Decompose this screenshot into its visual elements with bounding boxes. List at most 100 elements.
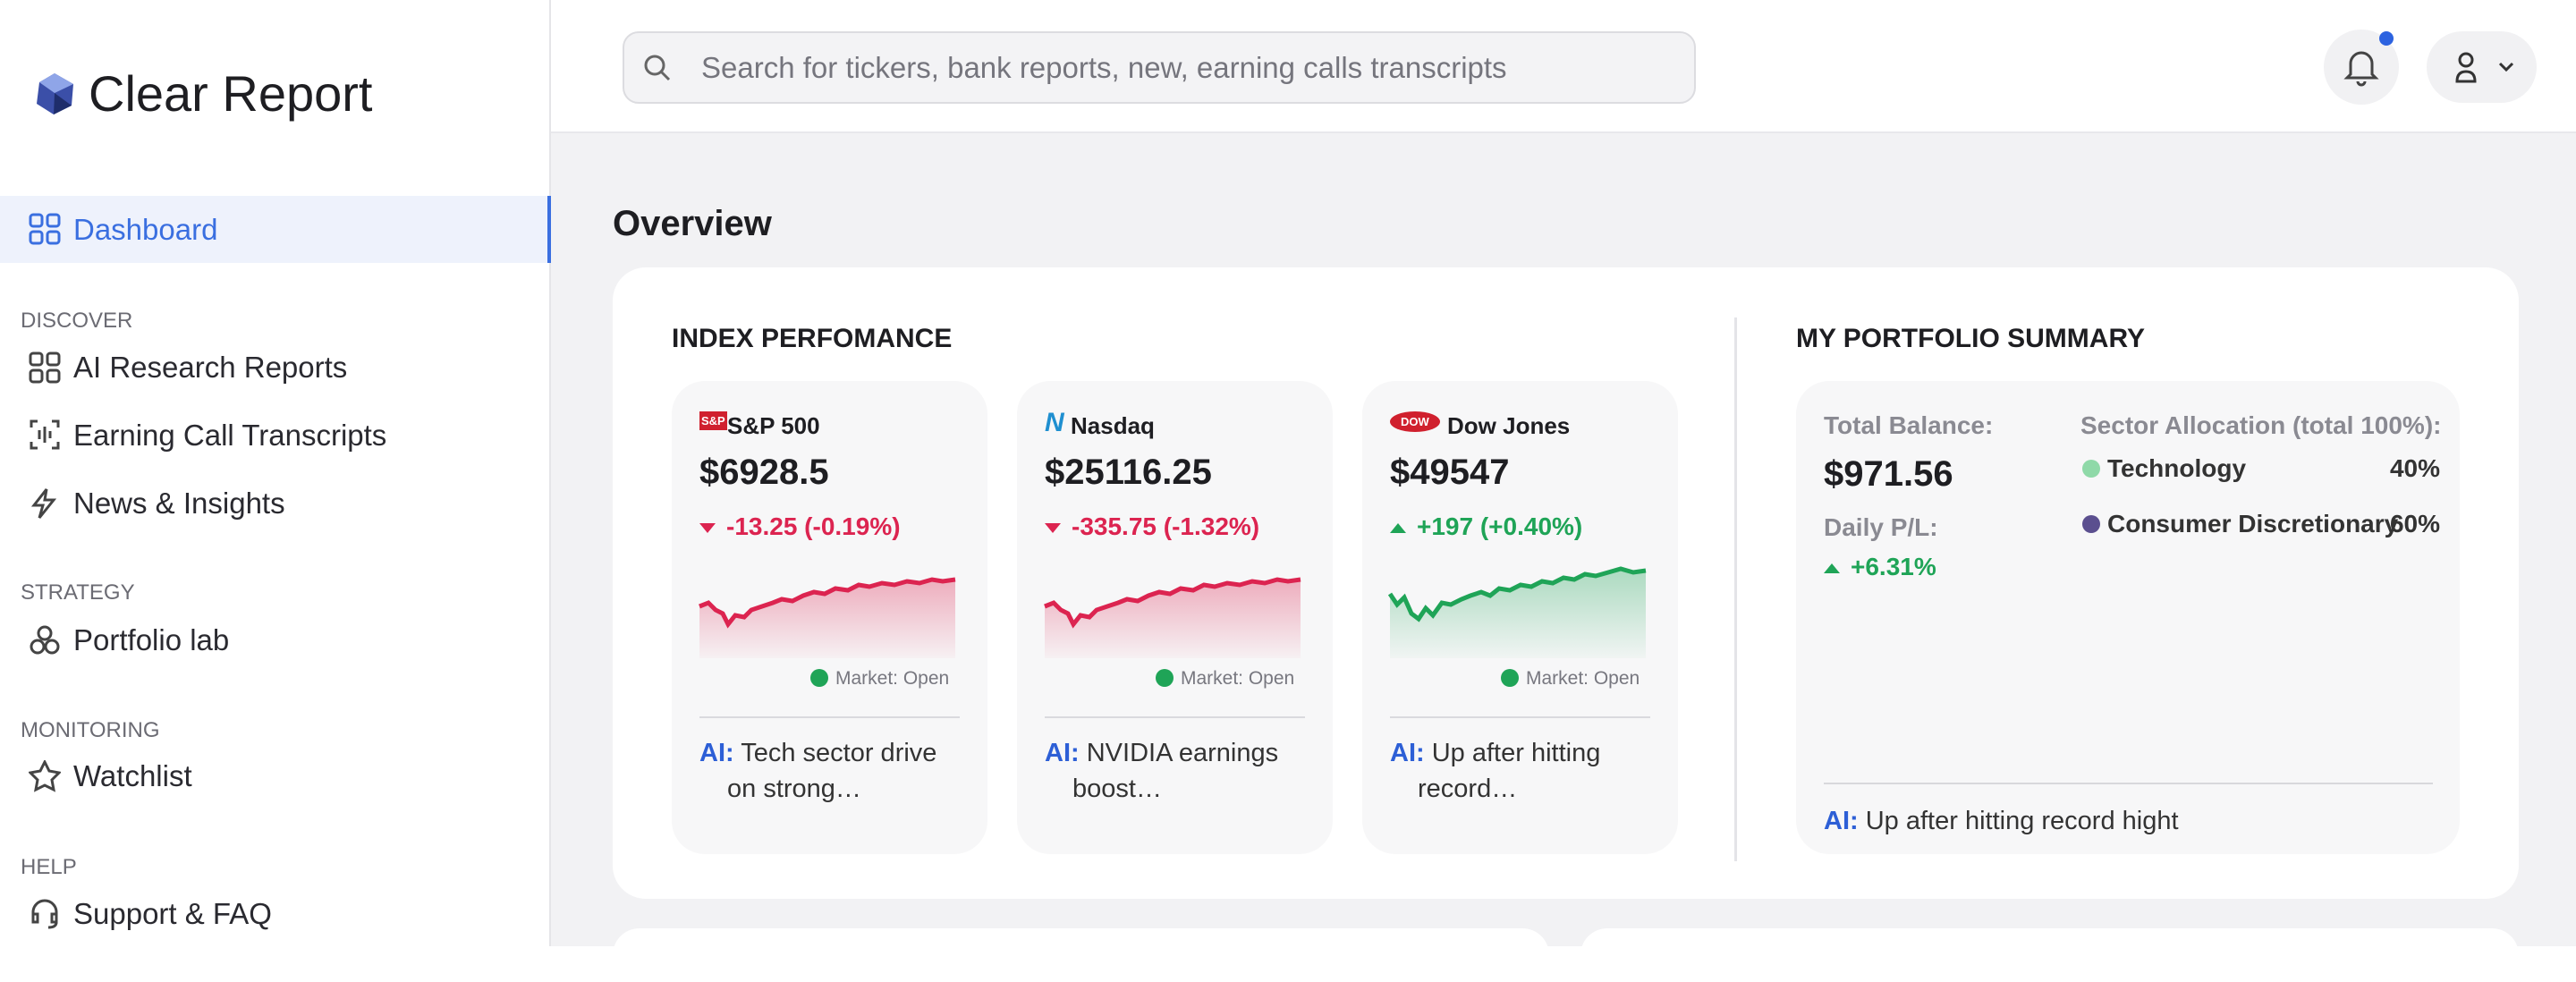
- label: Daily P/L:: [1824, 513, 1938, 541]
- index-name: S&P 500: [727, 412, 820, 439]
- index-logo: S&P: [699, 411, 727, 430]
- divider: [1824, 783, 2433, 784]
- ai-summary: AI: Tech sector drive on strong…: [699, 735, 942, 807]
- portfolio-card: Total Balance: $971.56 Daily P/L: +6.31%…: [1796, 381, 2460, 854]
- search-placeholder: Search for tickers, bank reports, new, e…: [701, 51, 1507, 84]
- index-change: -335.75 (-1.32%): [1045, 512, 1259, 541]
- market-status: Market: Open: [1526, 668, 1640, 689]
- index-price: $49547: [1390, 453, 1510, 492]
- dashboard-icon: [29, 213, 61, 245]
- balance: $971.56: [1824, 454, 1953, 494]
- index-price: $6928.5: [699, 453, 829, 492]
- sector-share: 40%: [2389, 454, 2440, 482]
- sparkline-area: [699, 580, 955, 658]
- index-name: Dow Jones: [1447, 412, 1571, 439]
- trend-arrow: [699, 523, 716, 534]
- index-card[interactable]: N Nasdaq $25116.25 -335.75 (-1.32%) Market: …: [1017, 381, 1333, 854]
- index-price: $25116.25: [1045, 453, 1212, 492]
- nav-item[interactable]: Portfolio lab: [73, 623, 230, 656]
- notifications[interactable]: [2324, 30, 2399, 105]
- pl-value: +6.31%: [1851, 553, 1936, 580]
- sector-dot: [2082, 515, 2100, 533]
- card: [1580, 928, 2519, 982]
- label: Sector Allocation (total 100%):: [2080, 411, 2442, 439]
- daily-pl: +6.31%: [1824, 553, 1936, 581]
- sector-share: 60%: [2389, 510, 2440, 538]
- nav-heading: HELP: [21, 855, 77, 879]
- card: [613, 928, 1549, 982]
- sector-dot: [2082, 460, 2100, 478]
- sparkline-line: [1044, 577, 1301, 629]
- change-value: +197 (+0.40%): [1417, 512, 1583, 540]
- nav-item[interactable]: AI Research Reports: [73, 351, 348, 384]
- lab-icon: [30, 625, 60, 655]
- index-logo: DOW: [1390, 411, 1440, 432]
- logo: [37, 73, 73, 114]
- sparkline-line: [699, 577, 956, 629]
- market-dot: [1156, 669, 1174, 687]
- ai-text: NVIDIA earnings boost…: [1072, 739, 1279, 803]
- nav-item[interactable]: Dashboard: [73, 213, 218, 246]
- index-name: Nasdaq: [1071, 412, 1155, 439]
- profile-icon: [2455, 52, 2514, 83]
- trend-arrow: [1390, 523, 1406, 534]
- sparkline: [1044, 577, 1301, 658]
- sparkline-area: [1045, 580, 1301, 658]
- section-title: Overview: [613, 204, 772, 243]
- divider: [699, 716, 960, 718]
- profile-menu[interactable]: [2427, 31, 2537, 103]
- ai-label: AI:: [699, 739, 734, 767]
- support-icon: [31, 899, 58, 929]
- market-dot: [810, 669, 828, 687]
- divider: [1734, 317, 1737, 861]
- change-value: -335.75 (-1.32%): [1072, 512, 1260, 540]
- trend-arrow: [1045, 523, 1061, 534]
- sparkline-area: [1390, 569, 1646, 658]
- nav-item[interactable]: Earning Call Transcripts: [73, 419, 387, 452]
- ai-text: Tech sector drive on strong…: [727, 739, 937, 803]
- nav-item[interactable]: News & Insights: [73, 487, 285, 520]
- index-logo: N: [1045, 408, 1064, 437]
- topbar: Search for tickers, bank reports, new, e…: [551, 0, 2576, 133]
- nav-item[interactable]: Support & FAQ: [73, 897, 272, 930]
- index-card[interactable]: S&P S&P 500 $6928.5 -13.25 (-0.19%) Market: …: [672, 381, 987, 854]
- reports-icon: [29, 351, 61, 384]
- ai-label: AI:: [1390, 739, 1425, 767]
- transcript-icon: [30, 419, 60, 450]
- divider: [1045, 716, 1305, 718]
- nav-item[interactable]: Watchlist: [73, 759, 192, 792]
- index-change: -13.25 (-0.19%): [699, 512, 901, 541]
- ai-label: AI:: [1824, 807, 1859, 835]
- sparkline: [699, 577, 956, 658]
- ai-label: AI:: [1045, 739, 1080, 767]
- sparkline: [1387, 566, 1647, 658]
- brand: Clear Report: [89, 65, 373, 122]
- market-dot: [1501, 669, 1519, 687]
- sector-name: Consumer Discretionary: [2107, 510, 2399, 538]
- nav-heading: DISCOVER: [21, 309, 133, 333]
- news-icon: [30, 488, 57, 519]
- ai-text: Up after hitting record hight: [1865, 807, 2179, 835]
- section-heading: MY PORTFOLIO SUMMARY: [1796, 324, 2145, 353]
- page: Clear Report Dashboard DISCOVER AI Resea…: [0, 0, 2576, 946]
- search-box[interactable]: Search for tickers, bank reports, new, e…: [623, 31, 1696, 104]
- bell-icon: [2343, 51, 2379, 87]
- label: Total Balance:: [1824, 411, 1994, 439]
- ai-summary: AI: Up after hitting record hight: [1824, 803, 2179, 839]
- sidebar: Clear Report Dashboard DISCOVER AI Resea…: [0, 0, 551, 946]
- ai-text: Up after hitting record…: [1418, 739, 1601, 803]
- star-icon: [29, 760, 61, 792]
- nav-active[interactable]: [0, 196, 551, 263]
- sector-name: Technology: [2107, 454, 2247, 482]
- ai-summary: AI: Up after hitting record…: [1390, 735, 1632, 807]
- ai-summary: AI: NVIDIA earnings boost…: [1045, 735, 1287, 807]
- nav-heading: MONITORING: [21, 718, 160, 742]
- nav-heading: STRATEGY: [21, 580, 135, 605]
- notification-dot: [2379, 31, 2394, 46]
- market-status: Market: Open: [835, 668, 950, 689]
- sparkline-line: [1387, 566, 1647, 622]
- divider: [1390, 716, 1650, 718]
- index-card[interactable]: DOW Dow Jones $49547 +197 (+0.40%) Market: O…: [1362, 381, 1678, 854]
- market-status: Market: Open: [1181, 668, 1295, 689]
- search-icon: [644, 55, 671, 81]
